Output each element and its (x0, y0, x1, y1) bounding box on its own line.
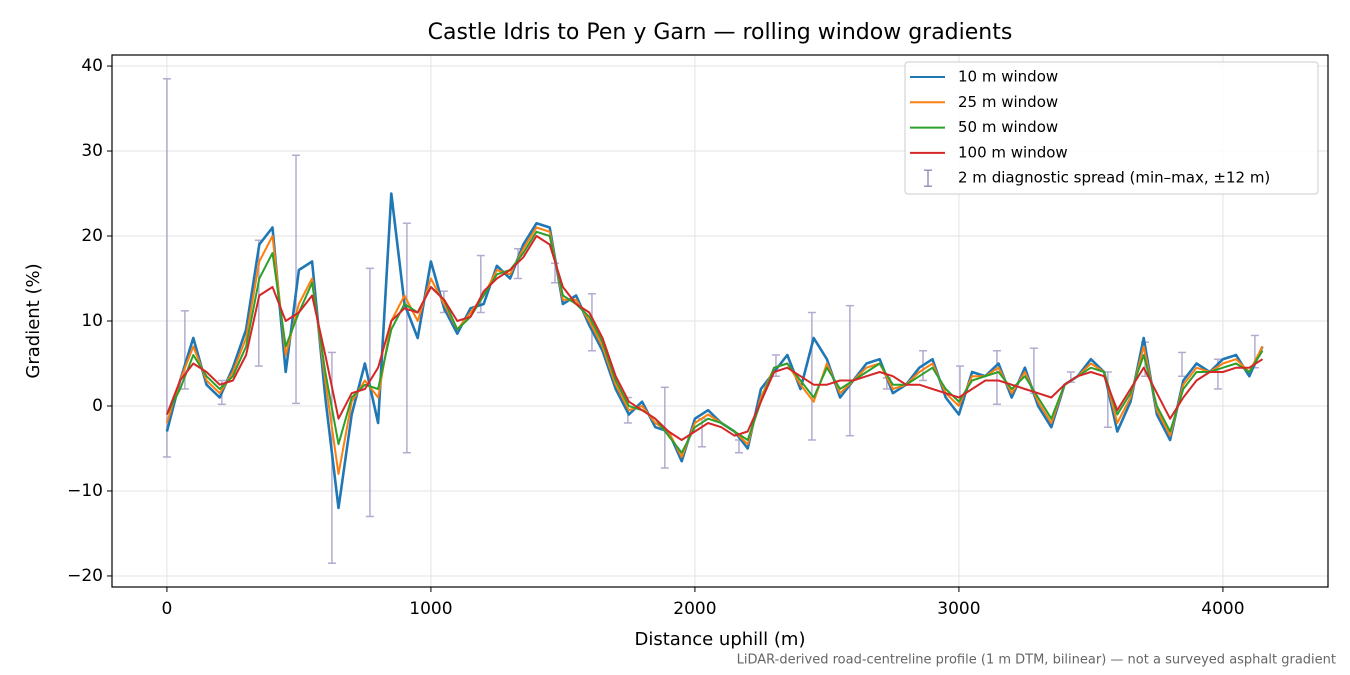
error-bar (402, 222, 411, 454)
chart-title: Castle Idris to Pen y Garn — rolling win… (428, 20, 1013, 45)
error-bar (162, 78, 171, 458)
legend-label: 50 m window (958, 118, 1058, 136)
x-tick-label: 2000 (673, 599, 716, 619)
legend-label: 10 m window (958, 68, 1058, 86)
y-tick-label: 20 (81, 226, 103, 246)
legend-label: 2 m diagnostic spread (min–max, ±12 m) (958, 169, 1270, 187)
x-tick-label: 4000 (1201, 599, 1244, 619)
x-tick-label: 3000 (937, 599, 980, 619)
y-tick-label: 10 (81, 311, 103, 331)
y-tick-label: −10 (67, 481, 103, 501)
x-tick-label: 1000 (409, 599, 452, 619)
plot-frame (111, 54, 1329, 588)
y-tick-label: 0 (92, 396, 103, 416)
y-tick-label: −20 (67, 566, 103, 586)
y-tick-label: 40 (81, 56, 103, 76)
error-bar (1178, 351, 1187, 377)
error-bar (365, 267, 374, 518)
legend-label: 25 m window (958, 93, 1058, 111)
x-axis-label: Distance uphill (m) (635, 629, 806, 650)
x-tick-label: 0 (161, 599, 172, 619)
caption: LiDAR-derived road-centreline profile (1… (737, 653, 1336, 668)
error-bar (476, 254, 485, 314)
error-bar (292, 154, 301, 405)
legend-box (904, 61, 1319, 195)
series-line (165, 235, 1264, 441)
legend-label: 100 m window (958, 143, 1068, 161)
error-bar (845, 304, 854, 437)
error-bar (807, 311, 816, 441)
y-tick-label: 30 (81, 141, 103, 161)
y-axis-label: Gradient (%) (23, 263, 44, 378)
error-bar (992, 349, 1001, 406)
